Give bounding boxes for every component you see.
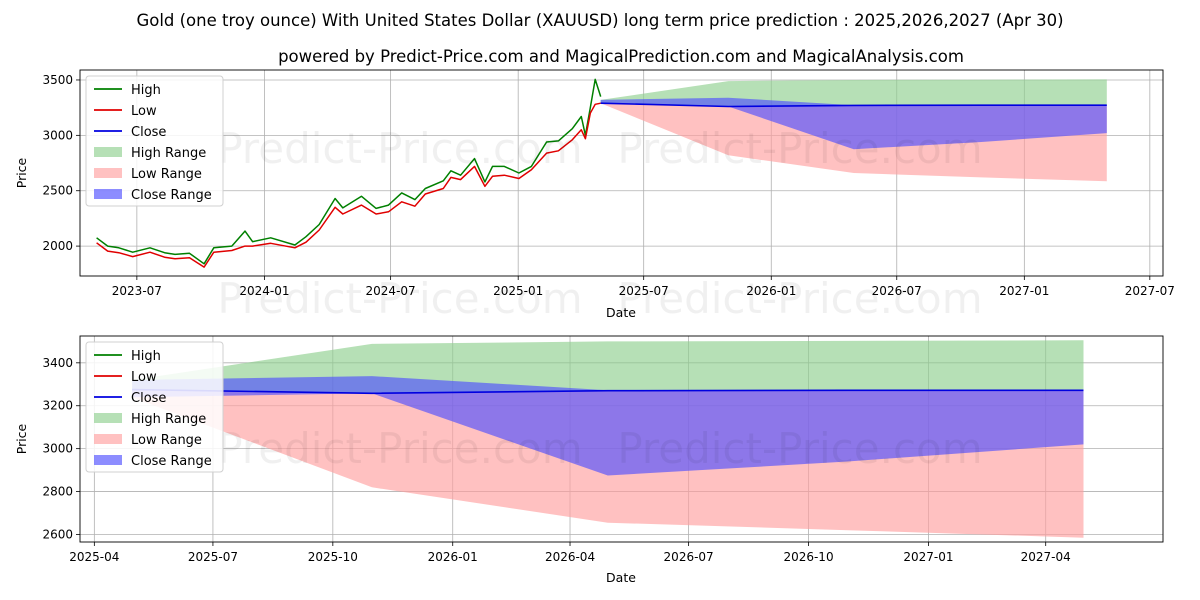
legend-area-swatch — [94, 434, 122, 444]
watermark: Predict-Price.com — [617, 424, 982, 473]
legend-area-swatch — [94, 168, 122, 178]
watermark: Predict-Price.com — [617, 274, 982, 323]
x-tick-label: 2025-04 — [69, 550, 119, 564]
legend-area-swatch — [94, 413, 122, 423]
x-tick-label: 2026-07 — [664, 550, 714, 564]
x-axis-title: Date — [606, 305, 636, 320]
close-line — [600, 102, 1107, 108]
watermark: Predict-Price.com — [617, 124, 982, 173]
y-tick-label: 3000 — [42, 442, 73, 456]
plot-frame — [79, 69, 1164, 277]
plot-frame — [79, 335, 1164, 543]
x-tick-label: 2026-01 — [746, 284, 796, 298]
close-line — [132, 388, 1084, 395]
x-tick-label: 2026-07 — [872, 284, 922, 298]
x-tick-label: 2025-07 — [188, 550, 238, 564]
legend-label: High — [131, 349, 161, 364]
x-axis-title: Date — [606, 570, 636, 585]
y-tick-label: 2000 — [42, 239, 73, 253]
forecast-ranges — [600, 79, 1107, 182]
y-axis-title: Price — [14, 423, 29, 454]
y-tick-label: 3200 — [42, 399, 73, 413]
y-axis-title: Price — [14, 157, 29, 188]
x-tick-label: 2027-07 — [1125, 284, 1175, 298]
x-tick-label: 2027-01 — [903, 550, 953, 564]
y-tick-label: 3500 — [42, 73, 73, 87]
axis-ticks: 2025-04 2025-07 2025-10 2026-01 2026-04 2026-… — [42, 356, 1070, 564]
x-tick-label: 2026-10 — [783, 550, 833, 564]
legend-label: Low — [131, 370, 157, 385]
y-tick-label: 2500 — [42, 184, 73, 198]
chart-title: Gold (one troy ounce) With United States… — [136, 11, 1063, 30]
legend-label: High Range — [131, 146, 206, 161]
legend-label: Low — [131, 104, 157, 119]
watermark: Predict-Price.com — [217, 424, 582, 473]
y-tick-label: 2800 — [42, 485, 73, 499]
y-tick-label: 3400 — [42, 356, 73, 370]
price-lines — [96, 78, 1107, 268]
legend: High Low Close High Range Low Range Close Ran… — [85, 341, 224, 473]
forecast-zoom-panel: Predict-Price.com Predict-Price.com 2025… — [14, 335, 1164, 585]
x-tick-label: 2027-04 — [1021, 550, 1071, 564]
close-range-band — [600, 97, 1107, 150]
long-term-panel: Predict-Price.com Predict-Price.com Pred… — [14, 69, 1175, 323]
close-range-band — [132, 376, 1084, 476]
x-tick-label: 2024-07 — [366, 284, 416, 298]
y-tick-label: 3000 — [42, 128, 73, 142]
high-line — [96, 78, 602, 265]
x-tick-label: 2025-10 — [308, 550, 358, 564]
watermark: Predict-Price.com — [217, 124, 582, 173]
legend-label: Close Range — [131, 454, 212, 469]
x-tick-label: 2024-01 — [239, 284, 289, 298]
x-tick-label: 2025-01 — [493, 284, 543, 298]
price-lines — [132, 388, 1084, 395]
legend-label: Close — [131, 391, 166, 406]
legend: High Low Close High Range Low Range Close Ran… — [85, 75, 224, 207]
axis-ticks: 2023-07 2024-01 2024-07 2025-01 2025-07 2026-… — [42, 73, 1174, 298]
legend-area-swatch — [94, 147, 122, 157]
legend-label: Close — [131, 125, 166, 140]
legend-area-swatch — [94, 455, 122, 465]
legend-label: Low Range — [131, 433, 202, 448]
y-tick-label: 2600 — [42, 527, 73, 541]
watermark: Predict-Price.com — [217, 274, 582, 323]
legend-label: High — [131, 83, 161, 98]
x-tick-label: 2023-07 — [112, 284, 162, 298]
low-line — [96, 102, 601, 268]
x-tick-label: 2026-01 — [428, 550, 478, 564]
forecast-ranges — [132, 340, 1084, 538]
x-tick-label: 2025-07 — [619, 284, 669, 298]
legend-area-swatch — [94, 189, 122, 199]
x-tick-label: 2026-04 — [545, 550, 595, 564]
chart-subtitle: powered by Predict-Price.com and Magical… — [278, 47, 964, 66]
x-tick-label: 2027-01 — [999, 284, 1049, 298]
legend-label: High Range — [131, 412, 206, 427]
legend-label: Low Range — [131, 167, 202, 182]
legend-label: Close Range — [131, 188, 212, 203]
